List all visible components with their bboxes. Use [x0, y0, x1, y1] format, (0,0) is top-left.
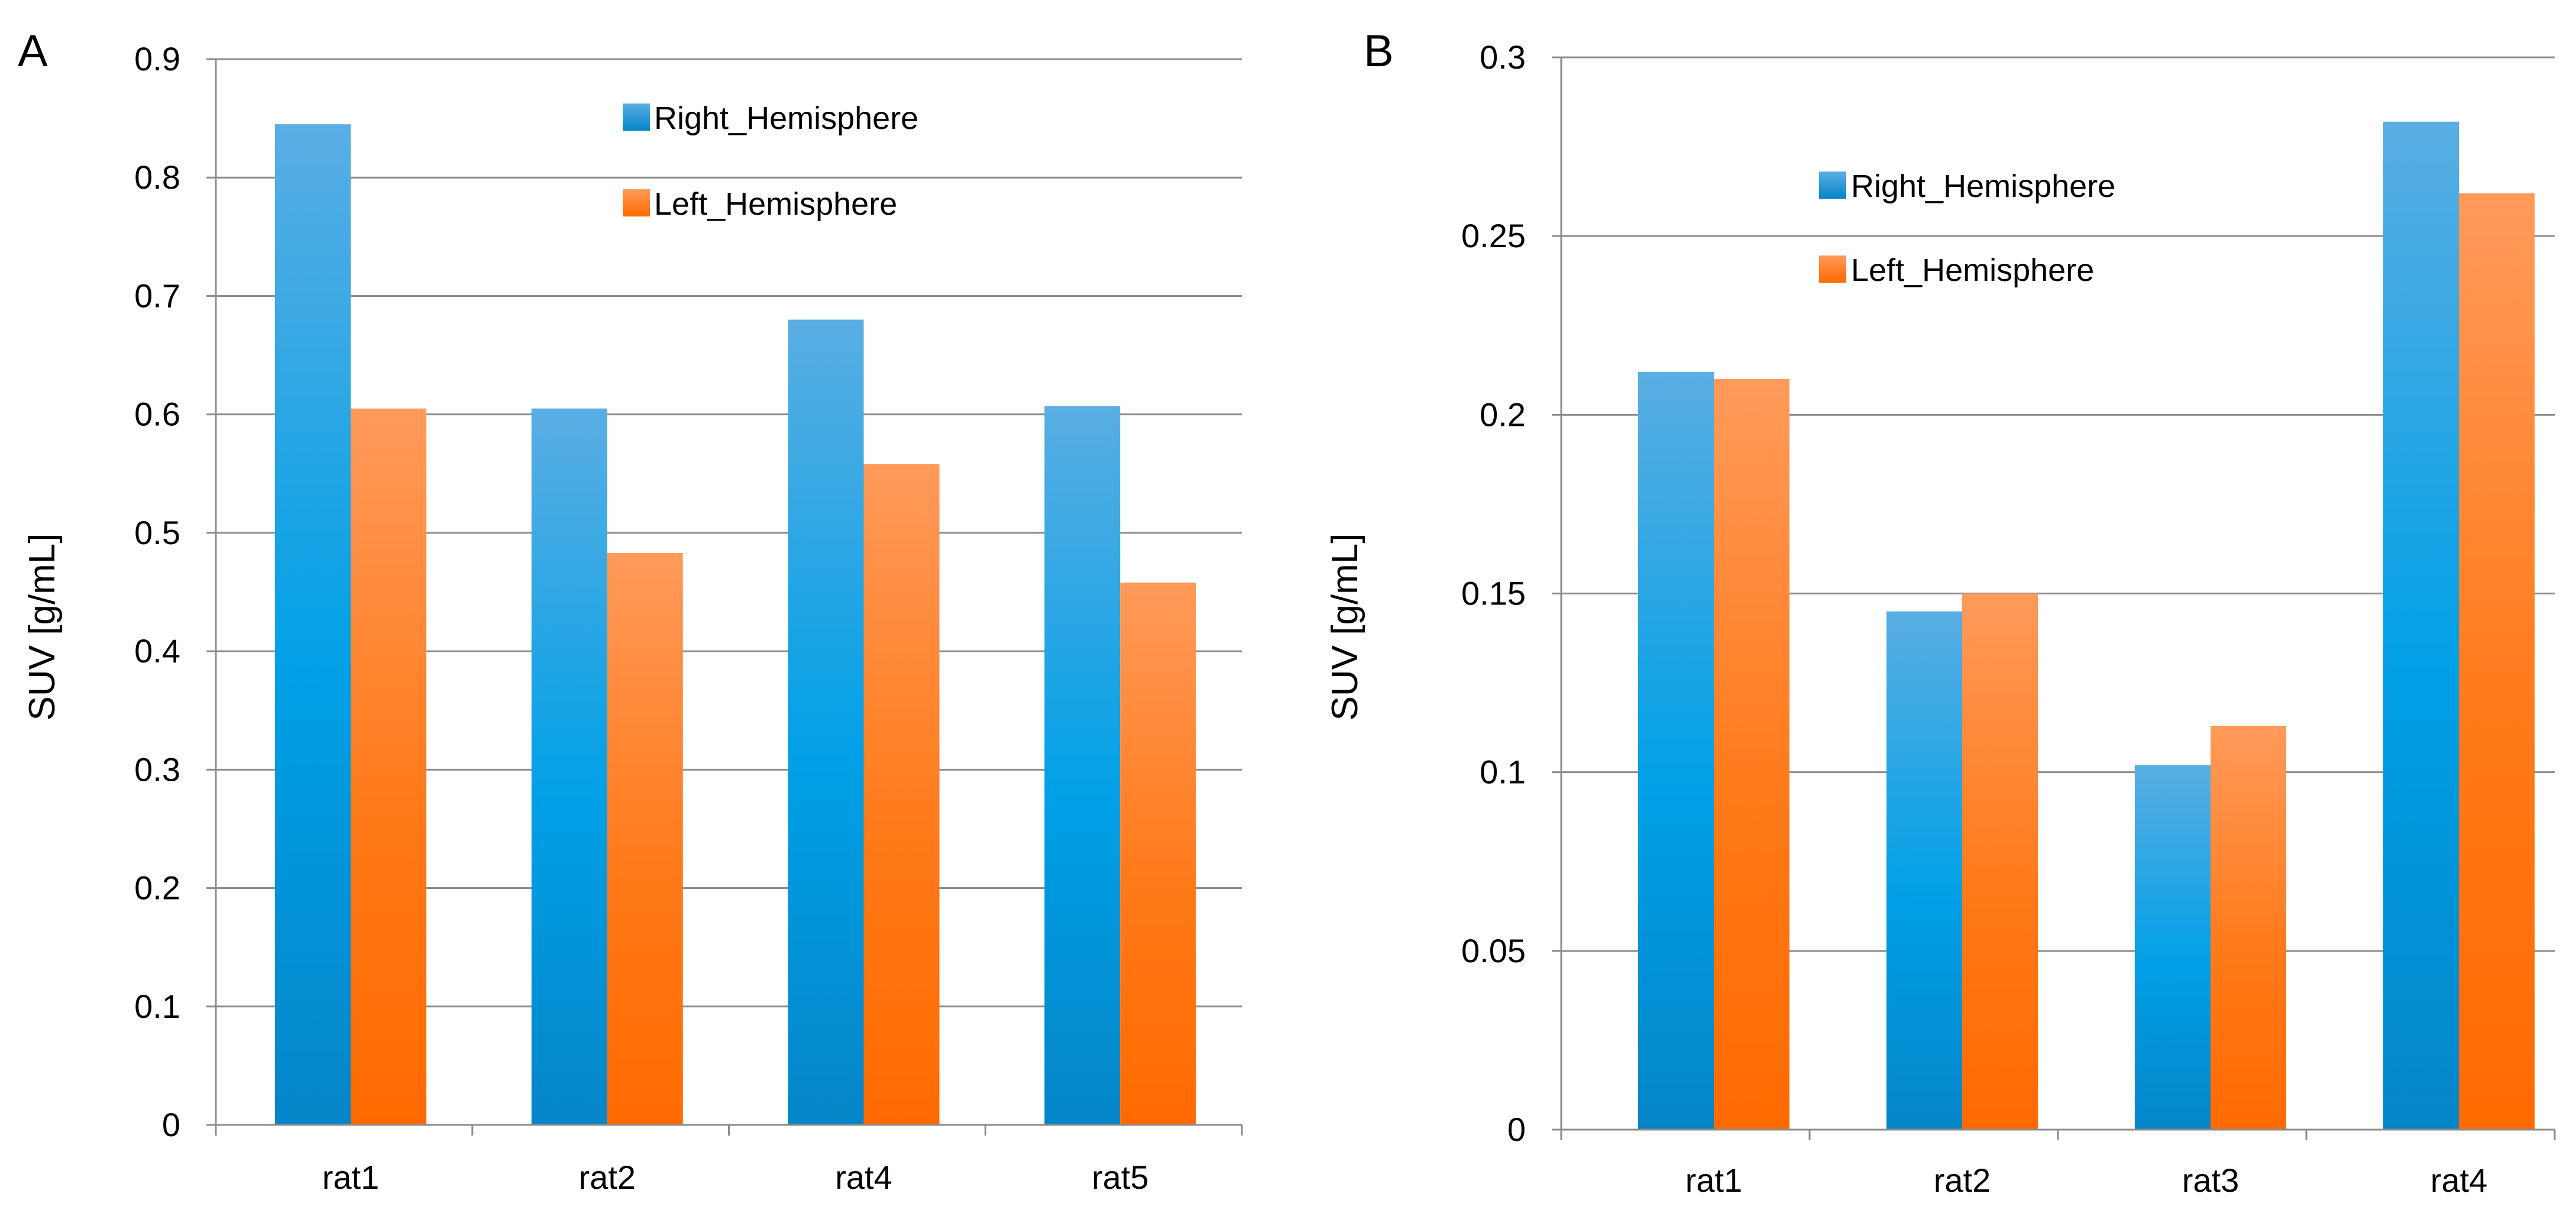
- panel-a-bar-left-hemisphere-rat4: [863, 464, 940, 1125]
- panel-a-letter: A: [18, 26, 48, 76]
- panel-b-y-tick-label: 0.1: [1480, 753, 1526, 791]
- panel-a-y-tick-label: 0.4: [134, 632, 180, 670]
- panel-b-y-tick-label: 0.15: [1461, 575, 1526, 612]
- panel-a-y-axis-title: SUV [g/mL]: [22, 533, 63, 721]
- panel-a-x-tick-label-rat1: rat1: [322, 1159, 380, 1196]
- panel-a-y-tick-label: 0.8: [134, 159, 180, 196]
- panel-b-x-tick-label-rat2: rat2: [1934, 1162, 1991, 1199]
- panel-b-bar-right-hemisphere-rat3: [2135, 765, 2211, 1130]
- panel-b-axes: [1552, 56, 2556, 1140]
- panel-b-y-tick-label: 0.25: [1461, 217, 1526, 254]
- panel-b-bar-left-hemisphere-rat1: [1714, 379, 1789, 1130]
- panel-a-x-tick-label-rat4: rat4: [835, 1159, 892, 1196]
- panel-a-bar-left-hemisphere-rat1: [351, 408, 426, 1125]
- panel-b-bar-right-hemisphere-rat1: [1638, 371, 1714, 1130]
- panel-a-y-tick-label: 0.5: [134, 514, 180, 551]
- panel-a-legend-swatch-left-hemisphere: [623, 189, 650, 216]
- panel-b-chart: B 00.050.10.150.20.250.3 rat1 rat2 rat3 rat…: [1325, 26, 2556, 1199]
- panel-a-y-tick-label: 0.1: [134, 988, 180, 1025]
- panel-b-bar-left-hemisphere-rat3: [2211, 726, 2286, 1130]
- panel-b-letter: B: [1364, 26, 1394, 76]
- panel-a-bar-left-hemisphere-rat2: [607, 552, 683, 1125]
- panel-b-x-tick-label-rat3: rat3: [2182, 1162, 2240, 1199]
- panel-a-y-tick-label: 0.9: [134, 40, 180, 77]
- panel-a-axes: [206, 58, 1243, 1136]
- panel-a-legend: Right_Hemisphere Left_Hemisphere: [623, 101, 918, 222]
- panel-b-y-axis-title: SUV [g/mL]: [1325, 533, 1365, 721]
- panel-b-y-tick-label: 0.3: [1480, 38, 1526, 76]
- panel-b-x-tick-label-rat1: rat1: [1685, 1162, 1743, 1199]
- panel-a-chart: A 00.10.20.30.40.50.60.70.80.9 rat1 rat2 r…: [18, 26, 1243, 1196]
- panel-b-legend-label-right-hemisphere: Right_Hemisphere: [1851, 169, 2115, 204]
- panel-a-y-tick-label: 0.2: [134, 869, 180, 907]
- panel-b-x-tick-labels: rat1 rat2 rat3 rat4: [1685, 1162, 2488, 1199]
- panel-a-bar-right-hemisphere-rat2: [531, 408, 607, 1125]
- panel-a-y-tick-label: 0.7: [134, 277, 180, 314]
- panel-a-x-tick-labels: rat1 rat2 rat4 rat5: [322, 1159, 1149, 1196]
- panel-a-legend-swatch-right-hemisphere: [623, 104, 650, 131]
- panel-b-y-tick-label: 0: [1507, 1111, 1526, 1148]
- panel-b-legend: Right_Hemisphere Left_Hemisphere: [1819, 169, 2115, 288]
- panel-b-y-tick-label: 0.05: [1461, 932, 1526, 969]
- panel-a-bar-left-hemisphere-rat5: [1120, 582, 1196, 1125]
- panel-a-y-tick-label: 0.3: [134, 751, 180, 788]
- panel-a-legend-label-right-hemisphere: Right_Hemisphere: [654, 101, 918, 136]
- panel-b-bars: [1638, 121, 2535, 1130]
- panel-b-bar-left-hemisphere-rat4: [2459, 193, 2535, 1130]
- panel-a-x-tick-label-rat2: rat2: [579, 1159, 636, 1196]
- panel-a-bar-right-hemisphere-rat5: [1044, 406, 1121, 1125]
- panel-b-y-tick-label: 0.2: [1480, 396, 1526, 433]
- panel-a-bars: [275, 124, 1196, 1125]
- panel-b-x-tick-label-rat4: rat4: [2431, 1162, 2488, 1199]
- panel-a-legend-label-left-hemisphere: Left_Hemisphere: [654, 186, 897, 222]
- panel-a-y-tick-label: 0: [162, 1106, 180, 1143]
- panel-a-bar-right-hemisphere-rat4: [788, 319, 864, 1125]
- panel-a-bar-right-hemisphere-rat1: [275, 124, 351, 1125]
- panel-a-y-tick-label: 0.6: [134, 396, 180, 433]
- panel-b-bar-left-hemisphere-rat2: [1962, 593, 2038, 1130]
- panel-a-x-tick-label-rat5: rat5: [1092, 1159, 1149, 1196]
- panel-b-legend-swatch-right-hemisphere: [1819, 172, 1846, 199]
- panel-b-legend-swatch-left-hemisphere: [1819, 255, 1846, 283]
- panel-a-y-tick-labels: 0 0.1 0.2 0.3 0.4 0.5 0.6 0.7 0.8 0.9: [134, 40, 180, 1143]
- panel-b-y-tick-labels: 0 0.05 0.1 0.15 0.2 0.25 0.3: [1461, 38, 1526, 1148]
- panel-b-bar-right-hemisphere-rat2: [1886, 611, 1962, 1130]
- panel-b-legend-label-left-hemisphere: Left_Hemisphere: [1851, 253, 2094, 288]
- panel-b-bar-right-hemisphere-rat4: [2383, 121, 2459, 1130]
